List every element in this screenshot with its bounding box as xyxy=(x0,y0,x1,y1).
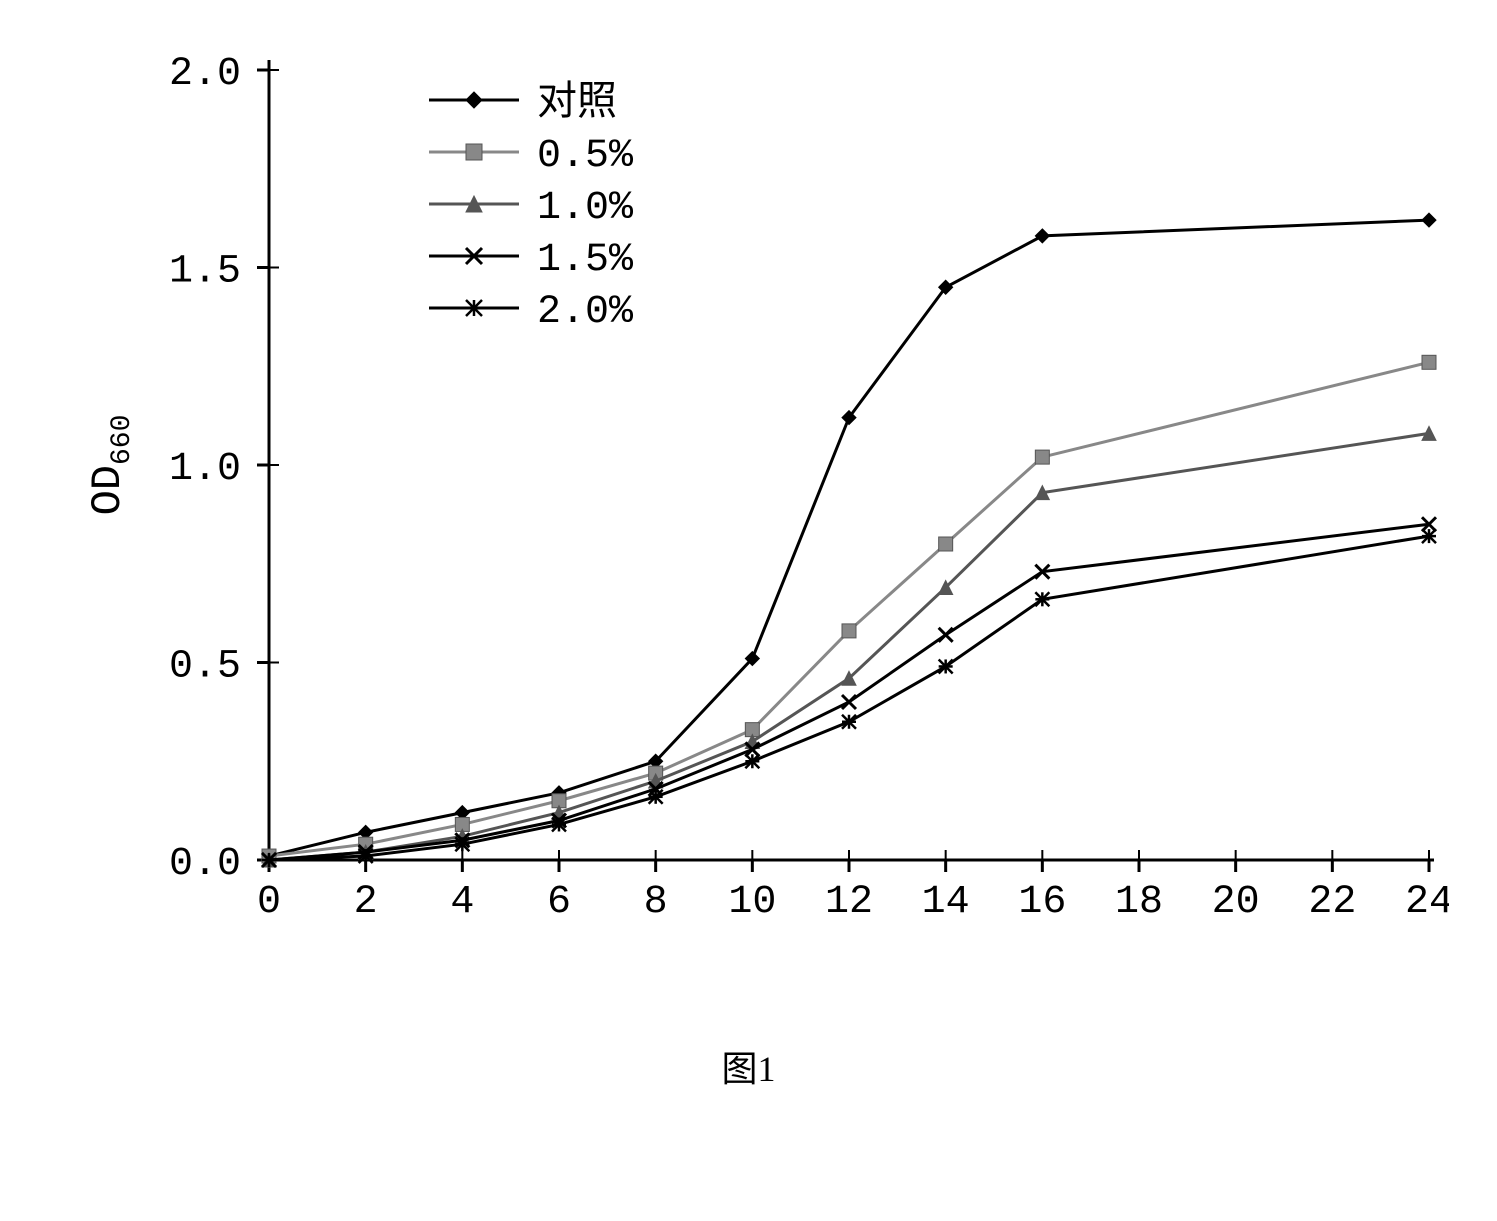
svg-text:0.5: 0.5 xyxy=(168,645,240,690)
svg-text:2: 2 xyxy=(353,880,377,925)
svg-text:0.5%: 0.5% xyxy=(537,134,634,179)
svg-text:1.0: 1.0 xyxy=(168,447,240,492)
svg-text:1.5%: 1.5% xyxy=(537,238,634,283)
svg-text:8: 8 xyxy=(643,880,667,925)
svg-text:20: 20 xyxy=(1211,880,1259,925)
svg-text:22: 22 xyxy=(1308,880,1356,925)
svg-text:0: 0 xyxy=(256,880,280,925)
svg-text:24: 24 xyxy=(1404,880,1448,925)
svg-text:14: 14 xyxy=(921,880,969,925)
svg-text:18: 18 xyxy=(1114,880,1162,925)
line-chart: 0.00.51.01.52.0024681012141618202224OD66… xyxy=(49,40,1449,940)
svg-text:1.0%: 1.0% xyxy=(537,186,634,231)
chart-container: 0.00.51.01.52.0024681012141618202224OD66… xyxy=(49,40,1449,1092)
svg-text:6: 6 xyxy=(546,880,570,925)
svg-text:10: 10 xyxy=(728,880,776,925)
svg-text:对照: 对照 xyxy=(537,78,617,123)
svg-text:2.0%: 2.0% xyxy=(537,290,634,335)
figure-caption: 图1 xyxy=(49,1040,1449,1092)
svg-text:4: 4 xyxy=(450,880,474,925)
svg-text:0.0: 0.0 xyxy=(168,842,240,887)
svg-text:1.5: 1.5 xyxy=(168,250,240,295)
svg-text:16: 16 xyxy=(1018,880,1066,925)
svg-text:2.0: 2.0 xyxy=(168,52,240,97)
svg-text:12: 12 xyxy=(824,880,872,925)
